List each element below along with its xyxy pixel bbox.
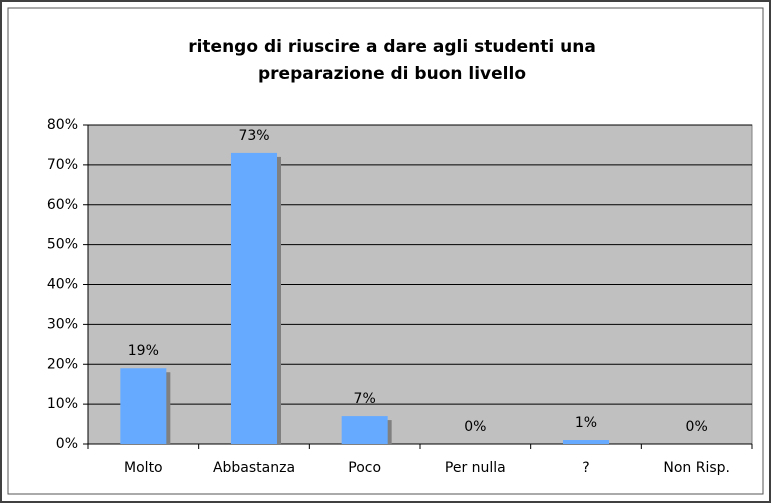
y-tick-label: 50%	[47, 237, 78, 253]
chart-title: preparazione di buon livello	[258, 64, 526, 84]
x-tick-label: Non Risp.	[663, 460, 730, 476]
chart-title: ritengo di riuscire a dare agli studenti…	[188, 37, 596, 57]
y-tick-label: 70%	[47, 157, 78, 173]
bar	[341, 416, 388, 444]
bar	[563, 440, 609, 444]
x-tick-label: Poco	[348, 460, 381, 476]
y-tick-label: 30%	[47, 316, 78, 332]
y-tick-label: 40%	[47, 277, 78, 293]
y-tick-label: 20%	[47, 356, 78, 372]
x-tick-label: Abbastanza	[213, 460, 295, 476]
value-label: 7%	[354, 391, 376, 407]
y-tick-label: 60%	[47, 197, 78, 213]
x-tick-label: Molto	[124, 460, 163, 476]
value-label: 0%	[686, 419, 708, 435]
y-tick-label: 0%	[56, 436, 78, 452]
value-label: 73%	[238, 128, 269, 144]
value-label: 19%	[128, 343, 159, 359]
y-tick-label: 80%	[47, 117, 78, 133]
bar	[231, 152, 277, 444]
bar	[120, 368, 167, 444]
x-tick-label: Per nulla	[445, 460, 506, 476]
value-label: 1%	[575, 415, 597, 431]
value-label: 0%	[464, 419, 486, 435]
x-tick-label: ?	[582, 460, 589, 476]
y-tick-label: 10%	[47, 396, 78, 412]
